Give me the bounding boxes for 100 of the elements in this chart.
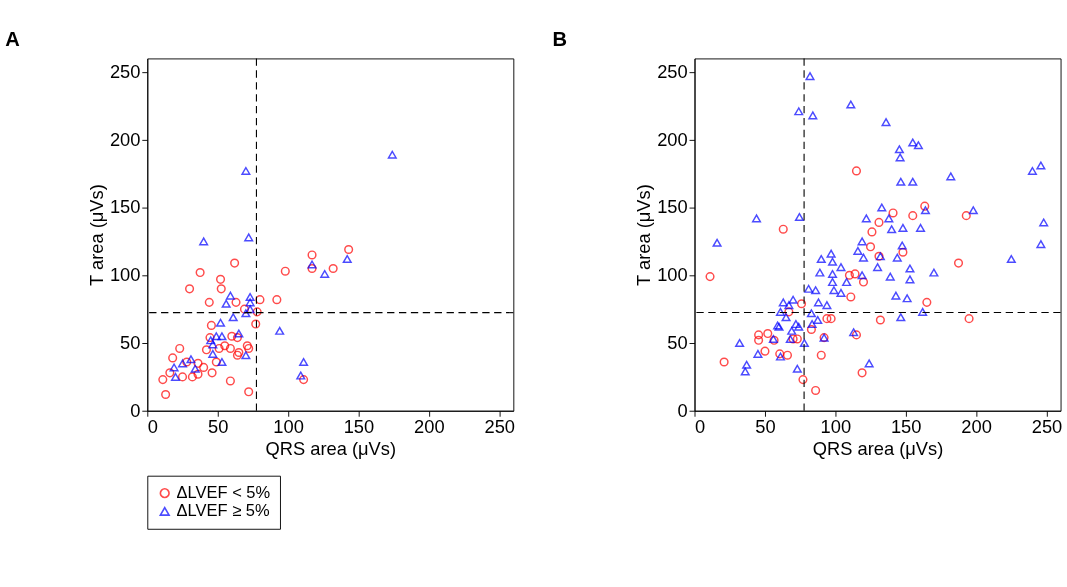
point	[858, 277, 869, 287]
point	[177, 359, 188, 368]
point	[190, 364, 200, 373]
chart-title: A	[5, 28, 20, 51]
point	[217, 332, 227, 341]
point	[850, 269, 860, 279]
point	[953, 258, 964, 268]
point	[320, 269, 330, 278]
x-tick-label: 200	[961, 416, 992, 438]
point	[299, 375, 309, 385]
point	[230, 258, 240, 268]
point	[199, 237, 209, 246]
x-axis-title: QRS area (μVs)	[265, 438, 397, 460]
point	[846, 292, 856, 302]
point	[342, 254, 352, 264]
point	[255, 295, 265, 305]
y-tick-label: 250	[657, 60, 688, 82]
point	[220, 341, 230, 351]
x-tick-label: 50	[208, 416, 229, 438]
point	[844, 270, 854, 280]
point	[307, 260, 317, 269]
point	[874, 217, 884, 227]
y-tick-label: 0	[130, 399, 141, 421]
point	[234, 329, 244, 338]
point	[811, 385, 821, 395]
point	[244, 233, 254, 242]
point	[182, 357, 192, 367]
x-tick-label: 150	[343, 416, 375, 438]
point	[806, 324, 816, 335]
point	[275, 326, 285, 335]
point	[221, 299, 231, 308]
point	[165, 368, 175, 378]
point	[186, 355, 196, 364]
x-tick-label: 200	[414, 416, 445, 438]
point	[908, 211, 918, 221]
legend-label: ΔLVEF ≥ 5%	[176, 501, 270, 520]
point	[231, 297, 241, 307]
point	[214, 343, 224, 353]
y-tick-label: 100	[109, 264, 141, 286]
point	[792, 334, 802, 344]
point	[251, 319, 261, 329]
point	[826, 314, 836, 324]
point	[241, 166, 251, 175]
point	[344, 244, 354, 255]
point	[215, 318, 226, 327]
point	[796, 299, 807, 309]
point	[225, 291, 235, 300]
y-tick-label: 250	[109, 60, 141, 82]
point	[206, 320, 216, 330]
point	[280, 266, 290, 276]
point	[299, 357, 309, 367]
point	[822, 314, 832, 324]
point	[763, 328, 773, 339]
x-tick-label: 0	[147, 416, 158, 438]
point	[193, 369, 203, 379]
y-axis-title: T area (μVs)	[85, 184, 107, 286]
y-tick-label: 100	[657, 264, 688, 286]
point	[225, 343, 235, 353]
point	[211, 357, 221, 367]
point	[232, 333, 242, 343]
point	[778, 224, 788, 234]
point	[784, 307, 794, 317]
point	[328, 263, 338, 274]
point	[754, 335, 764, 345]
point	[177, 372, 188, 382]
point	[169, 363, 179, 372]
point	[244, 387, 254, 397]
point	[208, 349, 218, 358]
point	[857, 368, 867, 378]
point	[961, 211, 971, 221]
y-tick-label: 50	[120, 331, 141, 353]
point	[193, 358, 203, 368]
legend-label: ΔLVEF < 5%	[176, 482, 271, 501]
point	[922, 297, 932, 307]
point	[272, 295, 282, 305]
point	[920, 201, 930, 211]
point	[867, 227, 877, 237]
point	[227, 331, 237, 341]
x-axis-title: QRS area (μVs)	[812, 438, 944, 460]
y-tick-label: 200	[109, 128, 141, 150]
point	[211, 332, 221, 341]
y-tick-label: 200	[657, 128, 688, 150]
point	[888, 208, 898, 218]
chart-title: B	[552, 28, 567, 51]
point	[705, 272, 715, 282]
point	[851, 166, 862, 176]
point	[296, 371, 306, 380]
point	[216, 284, 226, 294]
point	[239, 304, 250, 314]
y-tick-label: 0	[677, 399, 688, 421]
point	[252, 307, 262, 317]
point	[964, 314, 974, 324]
x-tick-label: 250	[484, 416, 516, 438]
point	[207, 368, 217, 378]
point	[228, 313, 238, 322]
y-tick-label: 150	[657, 196, 688, 218]
point	[875, 315, 885, 325]
point	[161, 389, 171, 400]
y-tick-label: 150	[109, 196, 141, 218]
point	[204, 297, 214, 307]
